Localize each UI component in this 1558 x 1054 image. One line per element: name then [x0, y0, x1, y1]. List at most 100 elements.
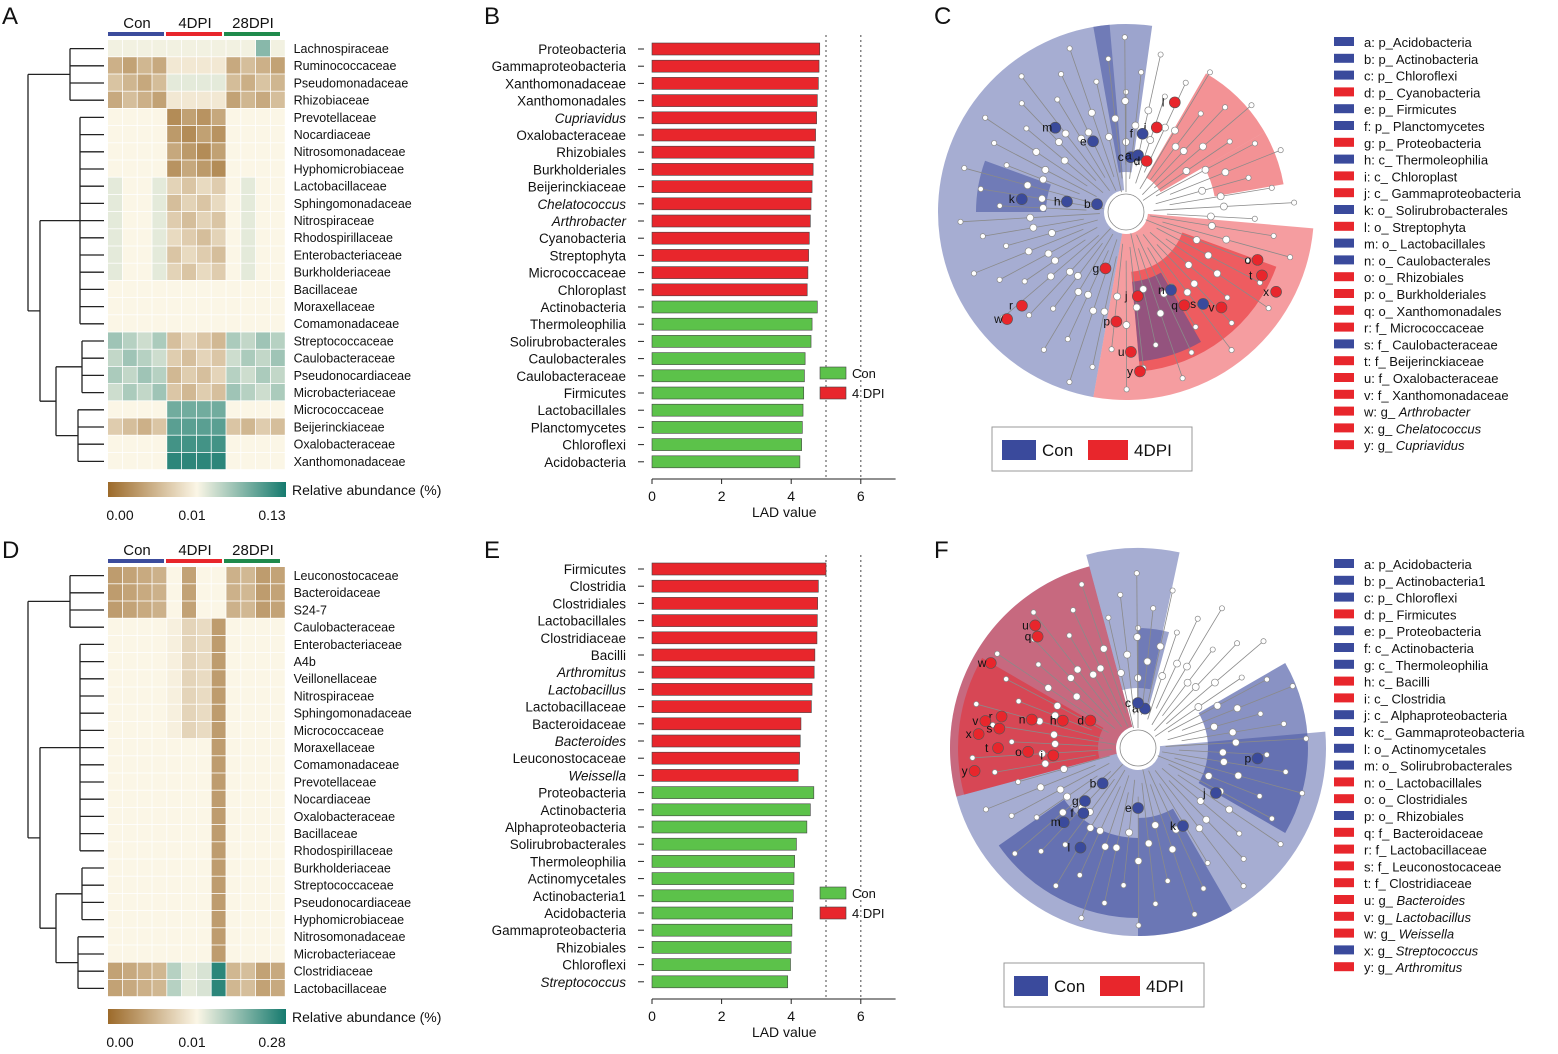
- heat-cell: [270, 567, 285, 584]
- heat-cell: [211, 315, 226, 332]
- key-label: c: p_ Chloroflexi: [1364, 591, 1457, 606]
- key-prefix: a: p_: [1364, 35, 1394, 50]
- cladogram-leaf: [1277, 147, 1284, 154]
- heat-cell: [137, 177, 152, 194]
- bar-label: Firmicutes: [564, 386, 627, 401]
- cladogram-node-letter: e: [1125, 801, 1132, 815]
- heat-cell: [211, 618, 226, 635]
- heat-cell: [137, 790, 152, 807]
- heat-cell: [241, 945, 256, 962]
- key-label: s: f_ Leuconostocaceae: [1364, 859, 1501, 874]
- bar: [651, 300, 818, 314]
- heat-cell: [108, 315, 122, 332]
- heat-cell: [196, 57, 211, 74]
- heat-cell: [122, 401, 137, 418]
- heat-cell: [152, 721, 167, 739]
- heat-row-label: Hyphomicrobiaceae: [294, 913, 405, 927]
- heat-cell: [270, 618, 285, 635]
- bar-label: Bacilli: [591, 648, 626, 663]
- cladogram-node-letter: d: [1077, 714, 1084, 728]
- heat-cell: [270, 790, 285, 807]
- heat-cell: [122, 177, 137, 194]
- heat-row-label: Lactobacillaceae: [294, 982, 387, 996]
- key-swatch-con: [1334, 710, 1354, 720]
- heat-cell: [137, 704, 152, 721]
- cladogram-marked-node: [979, 715, 992, 727]
- heat-cell: [211, 229, 226, 246]
- heat-cell: [152, 876, 167, 893]
- key-name: Acidobacteria: [1393, 35, 1473, 50]
- key-label: q: o_ Xanthomonadales: [1364, 304, 1502, 319]
- key-label: d: p_ Cyanobacteria: [1364, 85, 1481, 100]
- heat-cell: [108, 418, 122, 435]
- cladogram-leaf: [1192, 324, 1199, 330]
- heat-cell: [196, 704, 211, 721]
- key-name: Planctomycetes: [1393, 119, 1485, 134]
- cladogram-node: [1201, 165, 1210, 174]
- bar-label: Gammaproteobacteria: [492, 59, 627, 74]
- heat-cell: [167, 452, 182, 470]
- heat-cell: [152, 160, 167, 177]
- heat-cell: [122, 143, 137, 160]
- cladogram-leaf: [1030, 609, 1037, 616]
- heat-cell: [256, 807, 270, 825]
- legend-label: 4 DPI: [852, 386, 885, 401]
- heat-cell: [256, 263, 270, 280]
- heat-cell: [182, 298, 196, 315]
- heat-cell: [182, 246, 196, 263]
- key-name: Chloroflexi: [1396, 69, 1458, 84]
- heat-cell: [152, 807, 167, 825]
- key-label: o: o_ Rhizobiales: [1364, 270, 1464, 285]
- heat-row-label: A4b: [294, 655, 316, 669]
- cladogram-marked-node: [1210, 787, 1222, 799]
- cladogram-leaf: [1040, 346, 1047, 353]
- cladogram-marked-node: [1084, 714, 1097, 727]
- bar: [651, 579, 819, 593]
- heat-cell: [241, 825, 256, 842]
- heat-cell: [256, 911, 270, 928]
- heat-cell: [137, 584, 152, 601]
- cladogram-node: [1096, 664, 1105, 673]
- bar: [651, 820, 808, 834]
- heat-cell: [108, 57, 122, 74]
- heat-cell: [211, 756, 226, 773]
- heat-cell: [122, 618, 137, 635]
- cladogram-node: [1168, 845, 1177, 854]
- heat-row-label: Streptococcaceae: [294, 879, 394, 893]
- heat-cell: [241, 670, 256, 687]
- cladogram-node: [1063, 792, 1071, 801]
- key-swatch-con: [1334, 575, 1354, 585]
- legend-swatch-4dpi: [1100, 976, 1140, 996]
- heat-cell: [137, 366, 152, 384]
- heat-cell: [241, 704, 256, 721]
- heat-cell: [196, 366, 211, 384]
- heat-cell: [182, 876, 196, 893]
- heat-cell: [211, 825, 226, 842]
- key-prefix: v: g_: [1364, 910, 1396, 925]
- heat-cell: [122, 842, 137, 859]
- heat-cell: [241, 74, 256, 91]
- key-label: s: f_ Caulobacteraceae: [1364, 337, 1498, 352]
- heatmap-a: Con 4DPI 28DPI Lachnospiraceae Ruminococcace…: [27, 15, 441, 523]
- heat-cell: [211, 452, 226, 470]
- heat-row-label: Caulobacteraceae: [294, 621, 396, 635]
- cladogram-marked-node: [1165, 284, 1177, 296]
- heatmap-d: Con 4DPI 28DPI Leuconostocaceae Bacteroidace…: [27, 542, 441, 1050]
- heat-cell: [256, 143, 270, 160]
- heat-cell: [226, 298, 241, 315]
- heat-cell: [108, 859, 122, 876]
- cladogram-node: [1222, 235, 1231, 244]
- heat-cell: [137, 893, 152, 911]
- heat-cell: [152, 945, 167, 962]
- heat-cell: [108, 756, 122, 773]
- bar-label: Lactobacillales: [537, 403, 626, 418]
- key-swatch-con: [1334, 238, 1354, 248]
- cladogram-marked-node: [1215, 301, 1228, 314]
- legend-label: 4 DPI: [852, 906, 885, 921]
- heat-cell: [270, 911, 285, 928]
- heat-cell: [226, 452, 241, 470]
- cladogram-node: [1125, 828, 1133, 837]
- heat-cell: [241, 842, 256, 859]
- heat-cell: [122, 229, 137, 246]
- heat-cell: [122, 584, 137, 601]
